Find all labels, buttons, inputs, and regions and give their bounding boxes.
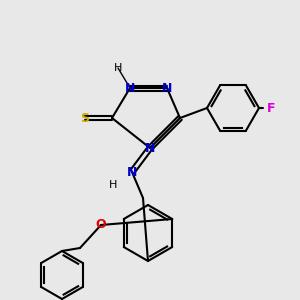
Text: F: F bbox=[267, 101, 275, 115]
Text: N: N bbox=[127, 166, 137, 178]
Text: N: N bbox=[125, 82, 135, 94]
Text: O: O bbox=[96, 218, 106, 232]
Text: S: S bbox=[80, 112, 89, 124]
Text: H: H bbox=[114, 63, 122, 73]
Text: N: N bbox=[162, 82, 172, 94]
Text: N: N bbox=[145, 142, 155, 154]
Text: H: H bbox=[109, 180, 117, 190]
